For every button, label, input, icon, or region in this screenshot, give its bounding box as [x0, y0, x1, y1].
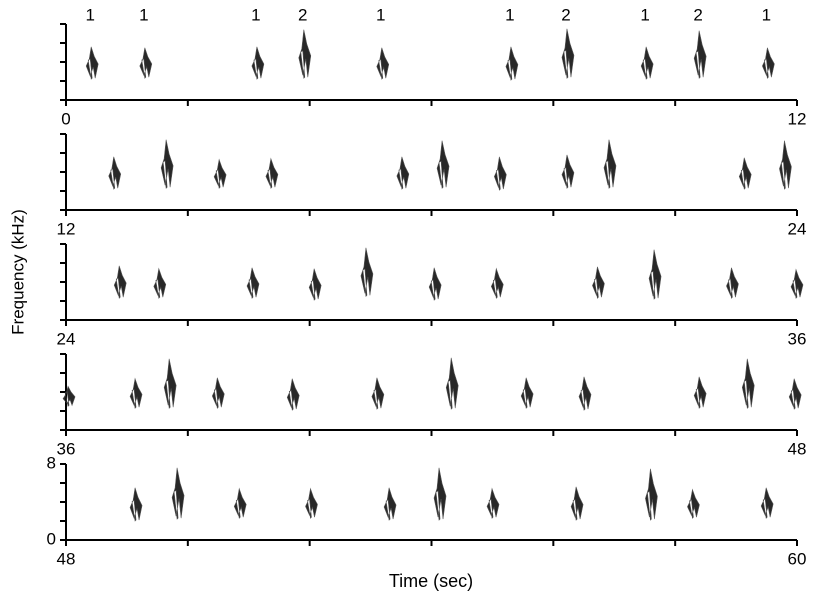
y-tick-label: 8: [47, 453, 56, 472]
syllable: [361, 248, 373, 296]
x-tick-label: 60: [788, 549, 807, 568]
syllable: [687, 490, 699, 519]
syllable: [494, 157, 506, 190]
syllable: [446, 358, 458, 409]
syllable-label: 1: [640, 5, 649, 24]
syllable: [164, 359, 176, 408]
syllable-label: 1: [376, 5, 385, 24]
syllable: [726, 268, 738, 298]
x-tick-label: 36: [57, 439, 76, 458]
syllable: [761, 488, 773, 518]
syllable: [579, 377, 591, 410]
syllable: [287, 379, 299, 410]
x-tick-label: 12: [57, 219, 76, 238]
syllable: [694, 377, 706, 408]
syllable: [109, 157, 121, 189]
syllable: [214, 160, 226, 189]
syllable: [641, 47, 653, 79]
syllable: [434, 468, 446, 520]
y-tick-label: 0: [47, 529, 56, 548]
syllable: [130, 488, 142, 521]
syllable: [762, 48, 774, 78]
syllable-label: 1: [139, 5, 148, 24]
syllable: [645, 469, 657, 520]
syllable: [592, 267, 604, 298]
syllable: [305, 489, 317, 519]
x-tick-label: 12: [788, 109, 807, 128]
syllable: [562, 155, 574, 188]
syllable-label: 2: [561, 5, 570, 24]
syllable: [649, 250, 661, 299]
syllable: [161, 140, 173, 189]
syllable: [266, 159, 278, 189]
x-tick-label: 24: [57, 329, 76, 348]
x-tick-label: 0: [61, 109, 70, 128]
syllable: [694, 31, 706, 79]
syllable-label: 2: [298, 5, 307, 24]
syllable: [789, 379, 801, 409]
syllable: [397, 157, 409, 189]
syllable: [491, 269, 503, 299]
x-axis-label: Time (sec): [389, 571, 473, 591]
syllable: [212, 378, 224, 408]
syllable: [779, 141, 791, 190]
syllable: [506, 47, 518, 80]
syllable: [377, 48, 389, 79]
syllable: [247, 268, 259, 298]
syllable-label: 1: [251, 5, 260, 24]
syllable: [140, 48, 152, 78]
x-tick-label: 48: [57, 549, 76, 568]
syllable: [63, 386, 75, 406]
syllable: [487, 489, 499, 519]
syllable-label: 2: [693, 5, 702, 24]
syllable: [234, 489, 246, 519]
chart: Frequency (kHz) Time (sec) 0121112112121…: [0, 0, 813, 599]
syllable: [521, 378, 533, 408]
syllable: [384, 488, 396, 520]
y-axis-label: Frequency (kHz): [8, 209, 27, 335]
syllable-label: 1: [85, 5, 94, 24]
syllable: [437, 141, 449, 189]
syllable-label: 1: [505, 5, 514, 24]
syllable: [372, 378, 384, 409]
syllable: [562, 29, 574, 78]
syllable-label: 1: [762, 5, 771, 24]
syllable: [252, 47, 264, 79]
syllable: [742, 359, 754, 408]
x-tick-label: 24: [788, 219, 807, 238]
syllable: [309, 269, 321, 300]
syllable: [791, 270, 803, 299]
syllable: [299, 30, 311, 78]
syllable: [86, 47, 98, 79]
syllable: [172, 468, 184, 519]
syllable: [429, 268, 441, 300]
syllable: [571, 487, 583, 520]
x-tick-label: 48: [788, 439, 807, 458]
syllable: [604, 140, 616, 189]
x-tick-label: 36: [788, 329, 807, 348]
syllable: [154, 269, 166, 299]
syllable: [130, 379, 142, 409]
syllable: [114, 266, 126, 298]
syllable: [739, 158, 751, 189]
